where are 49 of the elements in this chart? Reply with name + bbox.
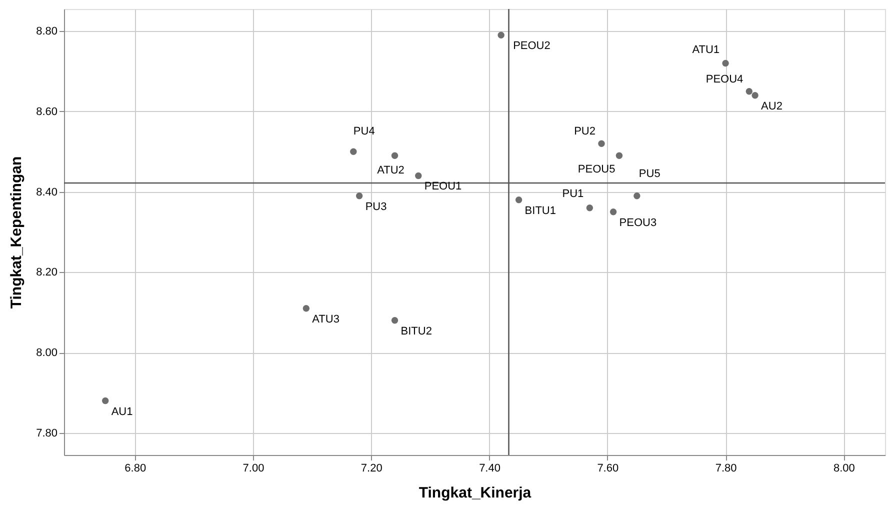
point	[498, 32, 504, 38]
y-tick-label: 7.80	[36, 427, 58, 440]
annotation: PEOU2	[513, 40, 550, 52]
annotation: PU5	[638, 168, 660, 180]
x-tick-label: 7.60	[597, 462, 619, 474]
point	[356, 192, 363, 200]
y-tick-label: 8.60	[36, 106, 58, 118]
annotation: PEOU1	[424, 180, 462, 193]
x-tick-label: 7.80	[715, 462, 737, 474]
annotation: BITU1	[524, 204, 556, 217]
x-tick-label: 7.20	[360, 462, 382, 474]
y-tick-label: 8.00	[36, 347, 58, 360]
x-axis-title: Tingkat_Kinerja	[418, 484, 532, 502]
point	[610, 208, 617, 216]
annotation: PU3	[365, 200, 387, 213]
y-tick-label: 8.20	[36, 266, 58, 279]
annotation: AU2	[761, 100, 782, 112]
annotation: PEOU5	[578, 164, 616, 176]
annotation: PEOU3	[619, 216, 657, 229]
point	[350, 148, 357, 155]
y-axis-title: Tingkat_Kepentingan	[8, 156, 26, 309]
annotation: BITU2	[400, 325, 432, 338]
annotation: PEOU4	[706, 73, 744, 86]
point	[415, 172, 422, 180]
point	[746, 88, 753, 95]
x-tick-label: 7.40	[479, 462, 500, 474]
point	[391, 317, 398, 324]
point	[102, 397, 109, 404]
point	[616, 152, 623, 160]
annotation: PU1	[562, 188, 584, 200]
annotation: PU4	[353, 126, 375, 138]
point	[586, 204, 594, 212]
annotation: PU2	[574, 126, 596, 138]
point	[634, 192, 640, 200]
annotation: ATU1	[692, 44, 720, 56]
y-tick-label: 8.80	[36, 26, 58, 38]
point	[598, 140, 605, 147]
point	[722, 60, 729, 67]
point	[515, 196, 522, 204]
x-tick-label: 7.00	[242, 462, 264, 474]
x-tick-label: 6.80	[124, 462, 146, 474]
annotation: ATU3	[312, 313, 340, 326]
annotation: AU1	[111, 406, 133, 418]
point	[302, 304, 310, 312]
point	[752, 92, 758, 99]
point	[391, 152, 398, 160]
x-tick-label: 8.00	[833, 462, 855, 474]
y-tick-label: 8.40	[36, 186, 58, 198]
annotation: ATU2	[377, 164, 404, 177]
